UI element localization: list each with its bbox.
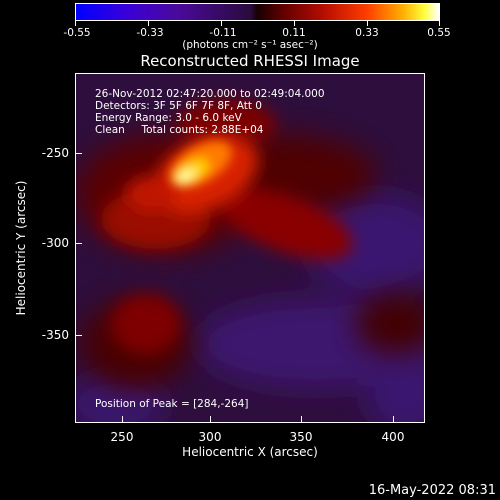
image-title: Reconstructed RHESSI Image: [140, 52, 360, 70]
colorbar-tick: [75, 21, 76, 26]
detectors-info: Detectors: 3F 5F 6F 7F 8F, Att 0: [95, 100, 262, 112]
y-tick: [75, 243, 82, 244]
x-tick-label: 250: [110, 430, 134, 444]
colorbar-tick: [294, 21, 295, 26]
colorbar-tick: [221, 21, 222, 26]
colorbar-tick-label: 0.11: [282, 27, 306, 39]
observation-time: 26-Nov-2012 02:47:20.000 to 02:49:04.000: [95, 88, 325, 100]
x-tick-label: 400: [381, 430, 405, 444]
rhessi-image: [76, 74, 424, 422]
y-tick: [75, 153, 82, 154]
y-tick-label: -350: [41, 328, 69, 342]
colorbar-tick-label: -0.33: [136, 27, 164, 39]
x-tick: [122, 416, 123, 423]
x-axis-label: Heliocentric X (arcsec): [182, 445, 318, 459]
date-stamp: 16-May-2022 08:31: [368, 483, 496, 498]
colorbar-tick-label: -0.11: [209, 27, 237, 39]
colorbar-tick: [367, 21, 368, 26]
y-tick-label: -250: [41, 146, 69, 160]
colorbar-tick: [148, 21, 149, 26]
x-tick: [393, 416, 394, 423]
x-tick: [301, 416, 302, 423]
colorbar: [75, 3, 440, 21]
y-tick: [75, 335, 82, 336]
y-tick-label: -300: [41, 236, 69, 250]
peak-position: Position of Peak = [284,-264]: [95, 398, 249, 410]
clean-total-counts: Clean Total counts: 2.88E+04: [95, 124, 264, 136]
x-tick: [210, 416, 211, 423]
colorbar-tick-label: -0.55: [63, 27, 91, 39]
colorbar-tick-label: 0.55: [427, 27, 451, 39]
x-tick-label: 350: [289, 430, 313, 444]
plot-area: [75, 73, 425, 423]
y-axis-label: Heliocentric Y (arcsec): [14, 180, 28, 316]
colorbar-tick: [439, 21, 440, 26]
energy-range: Energy Range: 3.0 - 6.0 keV: [95, 112, 242, 124]
colorbar-tick-label: 0.33: [355, 27, 379, 39]
colorbar-units: (photons cm⁻² s⁻¹ asec⁻²): [182, 39, 318, 51]
x-tick-label: 300: [198, 430, 222, 444]
